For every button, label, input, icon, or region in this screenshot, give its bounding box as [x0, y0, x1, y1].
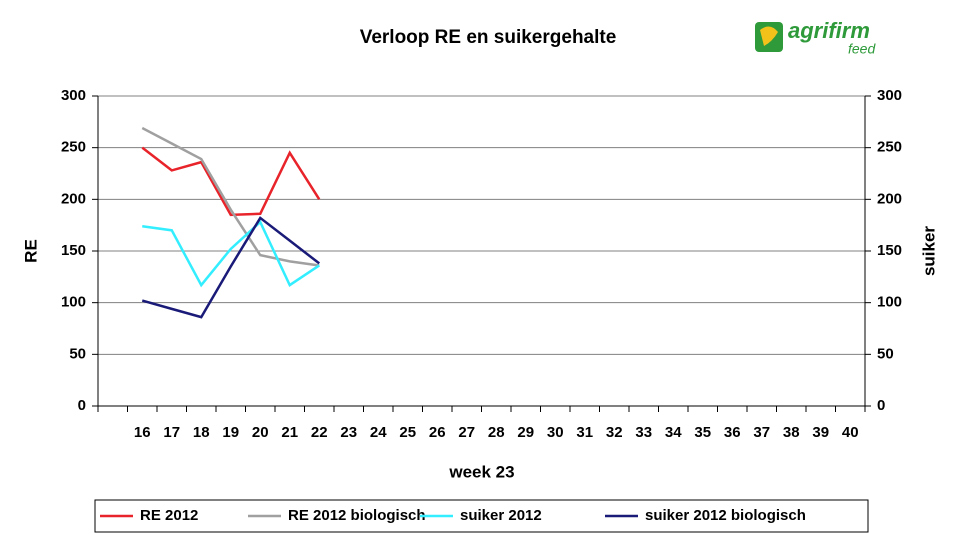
x-axis-label: week 23: [448, 462, 514, 481]
y-tick-label: 0: [78, 397, 86, 414]
x-tick-label: 30: [547, 424, 564, 441]
x-tick-label: 34: [665, 424, 682, 441]
x-tick-label: 31: [576, 424, 593, 441]
x-tick-label: 21: [281, 424, 298, 441]
series-line: [142, 220, 320, 288]
x-tick-label: 33: [635, 424, 652, 441]
y-tick-label: 300: [61, 87, 86, 104]
y-axis-label: RE: [21, 239, 40, 263]
y2-tick-label: 100: [877, 294, 902, 311]
y2-tick-label: 50: [877, 345, 894, 362]
x-tick-label: 35: [694, 424, 711, 441]
y2-tick-label: 200: [877, 190, 902, 207]
logo-swirl: [760, 26, 778, 46]
logo-text: agrifirm: [788, 18, 870, 43]
series-line: [141, 126, 320, 267]
y-tick-label: 100: [61, 294, 86, 311]
x-tick-label: 29: [517, 424, 534, 441]
y-tick-label: 200: [61, 190, 86, 207]
chart-title: Verloop RE en suikergehalte: [360, 27, 617, 48]
x-tick-label: 32: [606, 424, 623, 441]
x-tick-label: 18: [193, 424, 210, 441]
legend-label: RE 2012 biologisch: [288, 507, 426, 524]
x-tick-label: 28: [488, 424, 505, 441]
x-tick-label: 20: [252, 424, 269, 441]
y2-axis-label: suiker: [919, 226, 938, 276]
x-tick-label: 26: [429, 424, 446, 441]
legend-label: RE 2012: [140, 507, 198, 524]
legend: [94, 499, 869, 533]
x-tick-label: 40: [842, 424, 859, 441]
x-tick-label: 23: [340, 424, 357, 441]
y-tick-label: 150: [61, 242, 86, 259]
x-tick-label: 24: [370, 424, 387, 441]
y2-tick-label: 250: [877, 139, 902, 156]
series-line: [141, 146, 321, 217]
x-tick-label: 25: [399, 424, 416, 441]
legend-label: suiker 2012 biologisch: [645, 507, 806, 524]
y-tick-label: 250: [61, 139, 86, 156]
logo: agrifirm feed: [755, 18, 876, 57]
x-tick-label: 36: [724, 424, 741, 441]
x-tick-label: 27: [458, 424, 475, 441]
series-line: [141, 216, 321, 319]
y2-tick-label: 0: [877, 397, 885, 414]
y2-tick-label: 150: [877, 242, 902, 259]
x-tick-label: 38: [783, 424, 800, 441]
x-tick-label: 16: [134, 424, 151, 441]
x-tick-label: 39: [812, 424, 829, 441]
y2-tick-label: 300: [877, 87, 902, 104]
logo-subtext: feed: [848, 41, 876, 57]
legend-label: suiker 2012: [460, 507, 542, 524]
x-tick-label: 37: [753, 424, 770, 441]
x-tick-label: 19: [222, 424, 239, 441]
x-tick-label: 22: [311, 424, 328, 441]
x-tick-label: 17: [163, 424, 180, 441]
y-tick-label: 50: [69, 345, 86, 362]
